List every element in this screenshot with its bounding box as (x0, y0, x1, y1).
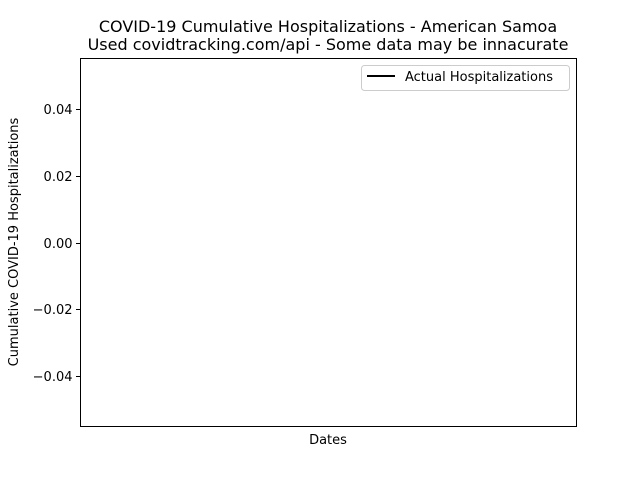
y-tick-label: 0.04 (44, 103, 73, 118)
plot-area (80, 58, 577, 427)
x-axis-label: Dates (309, 433, 347, 448)
chart-title: COVID-19 Cumulative Hospitalizations - A… (99, 17, 557, 36)
y-tick-label: −0.02 (33, 303, 73, 318)
y-tick-label: 0.02 (44, 170, 73, 185)
legend-box (361, 65, 570, 91)
legend: Actual Hospitalizations (361, 65, 570, 91)
y-axis-ticks: 0.04 0.02 0.00 −0.02 −0.04 (33, 103, 81, 385)
legend-label: Actual Hospitalizations (405, 70, 553, 85)
y-tick-label: −0.04 (33, 370, 73, 385)
y-tick-label: 0.00 (44, 237, 73, 252)
chart-subtitle: Used covidtracking.com/api - Some data m… (88, 35, 569, 54)
y-axis-label: Cumulative COVID-19 Hospitalizations (7, 117, 22, 366)
